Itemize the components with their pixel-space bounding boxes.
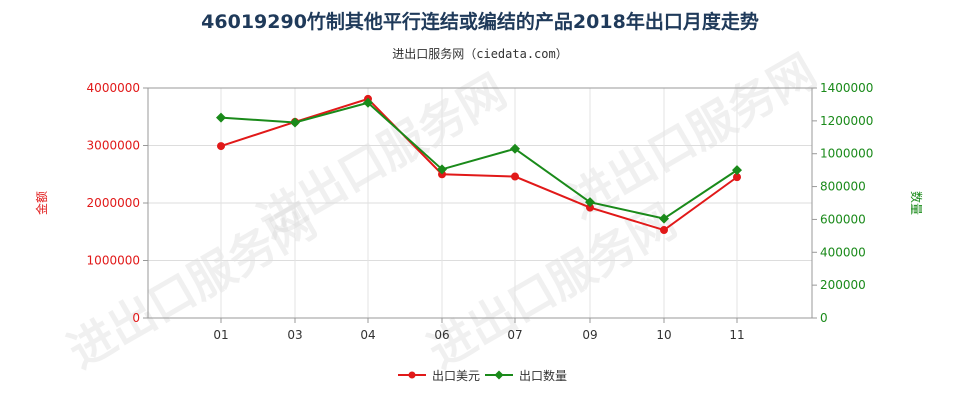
data-point[interactable] (437, 164, 447, 175)
legend-label-export-usd: 出口美元 (432, 369, 480, 383)
x-tick-label: 09 (582, 328, 597, 342)
right-tick-label: 1200000 (820, 114, 873, 128)
legend: 出口美元 出口数量 (398, 368, 567, 383)
x-tick-label: 04 (360, 328, 375, 342)
series-line (220, 97, 738, 232)
right-axis-title: 数量 (909, 191, 924, 215)
data-point[interactable] (217, 142, 225, 151)
left-tick-label: 4000000 (87, 81, 140, 95)
legend-label-export-qty: 出口数量 (519, 368, 567, 383)
left-axis-title: 金额 (34, 191, 49, 215)
right-tick-label: 600000 (820, 212, 866, 226)
watermark-text: 进出口服务网 (419, 194, 685, 379)
right-tick-label: 800000 (820, 180, 866, 194)
data-point[interactable] (290, 117, 300, 128)
data-point[interactable] (216, 112, 226, 123)
data-point[interactable] (586, 203, 594, 212)
x-tick-label: 11 (729, 328, 744, 342)
left-tick-label: 1000000 (87, 254, 140, 268)
data-point[interactable] (732, 165, 742, 176)
data-point[interactable] (510, 143, 520, 154)
left-tick-label: 0 (132, 311, 140, 325)
chart-subtitle: 进出口服务网（ciedata.com） (392, 46, 567, 61)
left-tick-label: 2000000 (87, 196, 140, 210)
series-line (220, 101, 738, 220)
x-tick-label: 03 (287, 328, 302, 342)
right-tick-label: 400000 (820, 245, 866, 259)
right-tick-label: 200000 (820, 278, 866, 292)
x-axis: 01 03 04 06 07 09 10 11 (213, 318, 745, 342)
series-export-qty (216, 97, 742, 224)
data-point[interactable] (659, 213, 669, 224)
data-point[interactable] (733, 173, 741, 182)
legend-marker-export-usd (408, 371, 416, 379)
x-tick-label: 07 (507, 328, 522, 342)
data-point[interactable] (660, 226, 668, 235)
left-tick-label: 3000000 (87, 139, 140, 153)
series-layer (216, 94, 742, 235)
chart-title: 46019290竹制其他平行连结或编结的产品2018年出口月度走势 (201, 10, 759, 33)
watermark-text: 进出口服务网 (249, 64, 515, 249)
x-tick-label: 06 (434, 328, 449, 342)
data-point[interactable] (363, 97, 373, 108)
right-axis: 0 200000 400000 600000 800000 1000000 1200000 1… (812, 81, 873, 325)
right-tick-label: 1400000 (820, 81, 873, 95)
data-point[interactable] (511, 172, 519, 181)
data-point[interactable] (585, 197, 595, 208)
right-tick-label: 0 (820, 311, 828, 325)
left-axis: 0 1000000 2000000 3000000 4000000 (87, 81, 148, 325)
x-tick-label: 10 (656, 328, 671, 342)
legend-item-export-qty[interactable]: 出口数量 (485, 368, 567, 383)
right-tick-label: 1000000 (820, 147, 873, 161)
x-tick-label: 01 (213, 328, 228, 342)
legend-marker-export-qty (494, 370, 504, 380)
legend-item-export-usd[interactable]: 出口美元 (398, 369, 480, 383)
